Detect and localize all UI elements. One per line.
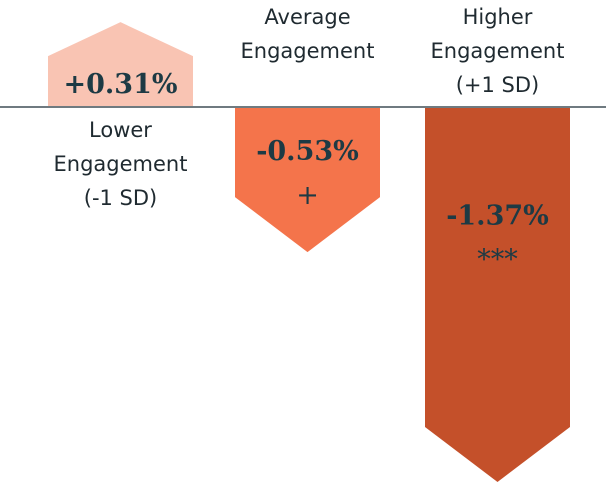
significance-label: + [296, 180, 319, 211]
category-label: Lower [89, 118, 152, 142]
category-label: (-1 SD) [84, 186, 158, 210]
value-label: -0.53% [256, 136, 359, 167]
arrow-bar [425, 107, 570, 482]
category-label: Engagement [431, 39, 565, 63]
category-label: Engagement [241, 39, 375, 63]
category-label: Engagement [54, 152, 188, 176]
category-label: (+1 SD) [456, 73, 540, 97]
arrow-bar [235, 107, 380, 253]
arrow-bar [48, 22, 193, 108]
category-label: Higher [463, 5, 533, 29]
category-label: Average [264, 5, 350, 29]
value-label: +0.31% [63, 69, 177, 100]
value-label: -1.37% [446, 201, 549, 232]
significance-label: *** [477, 245, 518, 276]
